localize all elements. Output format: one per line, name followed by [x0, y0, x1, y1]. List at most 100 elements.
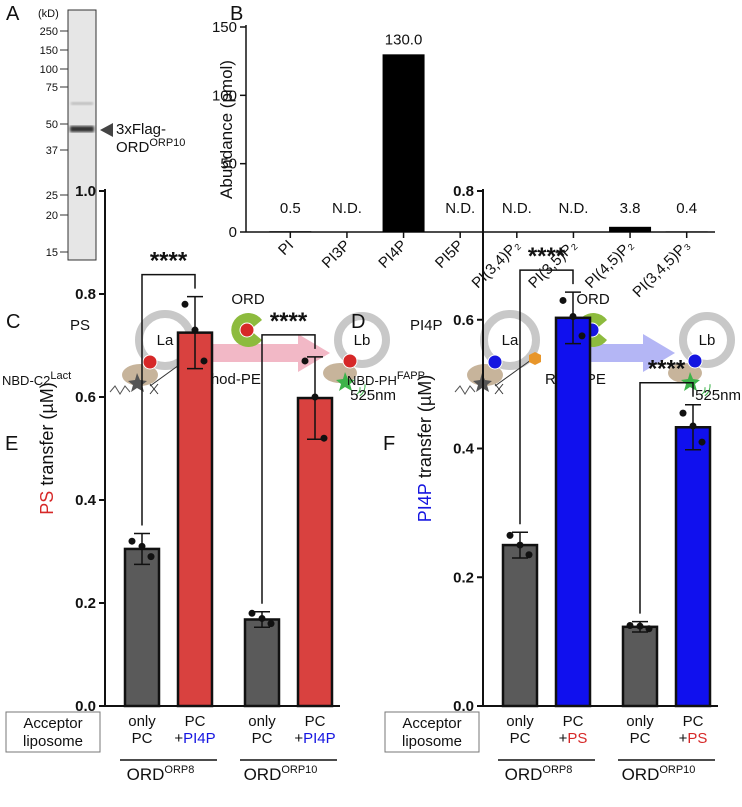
- band-label: ORDORP10: [116, 137, 185, 156]
- y-label-highlight: PS: [37, 491, 57, 515]
- category-label: PC +PS: [679, 713, 708, 747]
- y-tick-label: 0.8: [453, 183, 474, 200]
- category-line: +: [174, 730, 183, 747]
- data-point: [679, 409, 687, 417]
- y-label-text: transfer (µM): [37, 382, 57, 485]
- marker-label: 75: [46, 82, 58, 94]
- protein-label: ORD: [231, 291, 265, 308]
- category-line: PC: [305, 713, 326, 730]
- data-point: [559, 296, 567, 304]
- quencher-label: Rhod-PE: [200, 371, 261, 388]
- bar: [176, 331, 214, 708]
- group-sup: ORP10: [659, 764, 695, 776]
- gel-band-faint: [71, 102, 93, 105]
- lipid-dot: [142, 354, 158, 370]
- sensor-label: NBD-C2Lact: [2, 370, 71, 388]
- category-line: +: [294, 730, 303, 747]
- y-tick-label: 0: [229, 224, 237, 241]
- band-label-main: ORD: [116, 139, 150, 156]
- bar: [665, 231, 708, 232]
- donor-label: La: [502, 332, 519, 349]
- acceptor-liposome: [679, 312, 735, 368]
- fret-path: [494, 359, 532, 387]
- data-point: [569, 313, 577, 321]
- category-label: PC +PS: [559, 713, 588, 747]
- x-tick-label: PI(3,4)P₂: [469, 237, 524, 292]
- y-label-text: transfer (µM): [415, 375, 435, 478]
- significance-label: ****: [150, 248, 188, 275]
- category-line: PC: [683, 713, 704, 730]
- sensor-name: NBD-PH: [347, 373, 397, 388]
- group-name: ORD: [127, 765, 165, 784]
- significance-label: ****: [528, 243, 566, 270]
- marker-label: 250: [40, 26, 58, 38]
- band-arrow: [100, 123, 113, 137]
- emission-label: 525nm: [695, 387, 741, 404]
- value-label: N.D.: [502, 200, 532, 217]
- category-line: PC: [132, 730, 153, 747]
- y-tick-label: 150: [212, 19, 237, 36]
- transfer-arrow-head: [298, 334, 330, 372]
- category-highlight: PS: [687, 730, 707, 747]
- sensor: [467, 364, 503, 386]
- data-point: [181, 300, 189, 308]
- data-point: [645, 625, 653, 633]
- bar: [501, 543, 539, 708]
- band-label-sup: ORP10: [149, 137, 185, 149]
- emission-wave: [701, 387, 706, 395]
- significance-bracket: [261, 334, 316, 604]
- x-tick-label: PI4P: [375, 237, 410, 272]
- transfer-arrow-body: [212, 344, 300, 362]
- transfer-arrow-head: [643, 334, 675, 372]
- lipid-dot: [342, 353, 358, 369]
- data-point: [506, 531, 514, 539]
- category-line: +: [679, 730, 688, 747]
- marker-label: 20: [46, 210, 58, 222]
- bar: [123, 547, 161, 708]
- category-line: only: [626, 713, 654, 730]
- row-label-box: [384, 711, 480, 753]
- fret-x: [149, 383, 159, 395]
- category-highlight: PS: [567, 730, 587, 747]
- y-tick-label: 0.6: [75, 389, 96, 406]
- value-label: 3.8: [620, 200, 641, 217]
- data-point: [320, 434, 328, 442]
- data-point: [258, 614, 266, 622]
- category-line: only: [128, 713, 156, 730]
- data-point: [301, 357, 309, 365]
- data-point: [147, 553, 155, 561]
- row-label: Acceptor: [402, 715, 461, 732]
- marker-label: 15: [46, 247, 58, 259]
- y-tick-label: 0.4: [453, 441, 475, 458]
- y-axis-label: PS transfer (µM): [37, 382, 57, 514]
- fret-x: [494, 383, 504, 395]
- value-label: N.D.: [332, 200, 362, 217]
- y-axis-label: Abundance (pmol): [217, 60, 236, 199]
- data-point: [626, 622, 634, 630]
- gel-lane: [67, 9, 97, 261]
- panel-label: B: [230, 3, 243, 25]
- group-name: ORD: [622, 765, 660, 784]
- acceptor-liposome: [334, 312, 390, 368]
- bar: [382, 54, 425, 233]
- category-line: +: [559, 730, 568, 747]
- y-tick-label: 50: [220, 156, 237, 173]
- bar: [269, 231, 312, 232]
- y-tick-label: 0.8: [75, 286, 96, 303]
- sensor-sup: Lact: [50, 370, 71, 382]
- acceptor-label: Lb: [354, 332, 371, 349]
- bar: [554, 316, 592, 708]
- data-point: [248, 609, 256, 617]
- group-name: ORD: [505, 765, 543, 784]
- panel-label: D: [351, 311, 365, 333]
- panel-label: A: [6, 3, 20, 25]
- bar: [609, 226, 652, 232]
- anchor: [454, 385, 476, 395]
- y-tick-label: 0.0: [453, 698, 474, 715]
- significance-label: ****: [648, 356, 686, 383]
- star-green: [336, 372, 355, 391]
- category-line: PC: [630, 730, 651, 747]
- ord-lipid: [239, 322, 255, 338]
- sensor-sup: FAPP: [397, 370, 425, 382]
